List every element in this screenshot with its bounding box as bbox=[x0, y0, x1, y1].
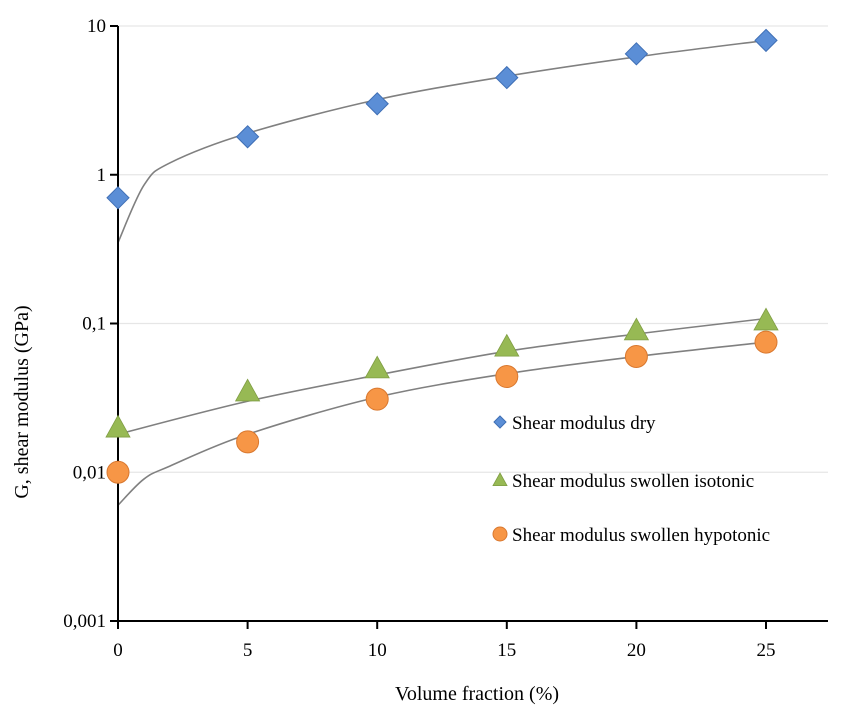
circle-marker bbox=[365, 387, 389, 411]
triangle-marker bbox=[364, 355, 390, 379]
y-tick-label: 0,001 bbox=[63, 611, 106, 632]
trendlines bbox=[117, 39, 767, 506]
diamond-marker bbox=[235, 125, 260, 149]
circle-marker bbox=[495, 365, 519, 389]
x-tick-label: 25 bbox=[757, 640, 776, 661]
y-tick-label: 10 bbox=[87, 16, 106, 37]
circle-marker bbox=[106, 460, 130, 484]
data-points bbox=[105, 28, 779, 484]
circle-marker bbox=[236, 430, 260, 454]
diamond-marker bbox=[754, 28, 778, 53]
legend-label: Shear modulus swollen hypotonic bbox=[512, 525, 770, 546]
diamond-marker bbox=[495, 65, 519, 90]
y-axis-ticks: 0,001 0,01 0,1 1 10 bbox=[63, 16, 118, 632]
trendline bbox=[117, 317, 767, 436]
x-tick-label: 15 bbox=[497, 640, 516, 661]
legend-triangle-marker bbox=[492, 472, 508, 486]
y-axis-title: G, shear modulus (GPa) bbox=[11, 305, 33, 498]
diamond-marker bbox=[365, 92, 389, 116]
diamond-marker bbox=[624, 42, 649, 66]
x-tick-label: 5 bbox=[243, 640, 253, 661]
grid-lines bbox=[118, 25, 828, 473]
x-tick-label: 10 bbox=[368, 640, 387, 661]
y-tick-label: 0,1 bbox=[82, 314, 106, 335]
diamond-marker bbox=[106, 186, 130, 210]
circle-marker bbox=[754, 330, 778, 354]
legend-diamond-marker bbox=[493, 415, 507, 429]
x-axis-ticks: 0 5 10 15 20 25 bbox=[113, 621, 776, 661]
legend: Shear modulus dry Shear modulus swollen i… bbox=[492, 413, 770, 546]
legend-label: Shear modulus swollen isotonic bbox=[512, 471, 754, 492]
triangle-marker bbox=[753, 307, 779, 331]
y-tick-label: 1 bbox=[97, 165, 107, 186]
legend-label: Shear modulus dry bbox=[512, 413, 656, 434]
triangle-marker bbox=[105, 414, 131, 438]
x-axis-title: Volume fraction (%) bbox=[395, 683, 559, 705]
circle-marker bbox=[624, 345, 648, 368]
legend-circle-marker bbox=[492, 526, 508, 542]
trendline bbox=[117, 39, 767, 243]
y-tick-label: 0,01 bbox=[73, 462, 106, 483]
triangle-marker bbox=[494, 333, 520, 357]
triangle-marker bbox=[234, 378, 261, 402]
triangle-marker bbox=[623, 317, 650, 341]
x-tick-label: 20 bbox=[627, 640, 646, 661]
x-tick-label: 0 bbox=[113, 640, 123, 661]
